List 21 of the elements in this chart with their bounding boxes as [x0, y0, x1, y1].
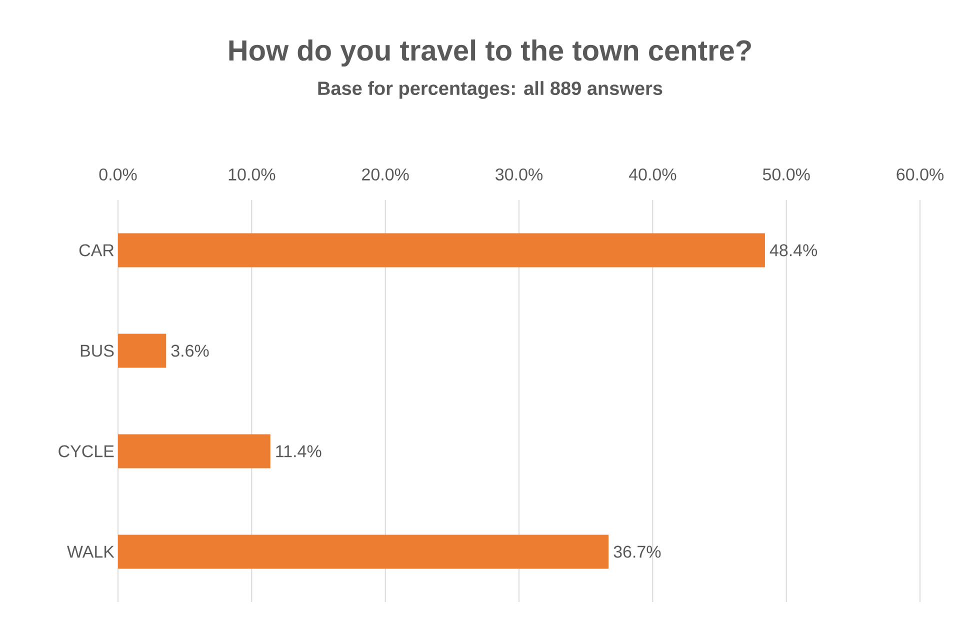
data-label: 48.4% — [770, 244, 818, 256]
chart-subtitle: Base for percentages: all 889 answers — [318, 81, 662, 99]
y-tick-label: WALK — [67, 546, 114, 558]
x-tick-label: 0.0% — [99, 168, 137, 180]
x-tick-label: 20.0% — [362, 168, 409, 180]
x-tick-label: 30.0% — [496, 168, 542, 180]
y-tick-label: CAR — [79, 244, 114, 256]
x-tick-label: 10.0% — [228, 168, 276, 180]
x-tick-label: 60.0% — [896, 168, 944, 180]
y-tick-label: CYCLE — [58, 445, 114, 458]
y-tick-label: BUS — [80, 344, 114, 357]
chart-title: How do you travel to the town centre? — [229, 39, 751, 67]
x-tick-label: 50.0% — [762, 168, 810, 180]
data-label: 3.6% — [171, 344, 209, 357]
bar — [118, 233, 765, 268]
data-label: 11.4% — [276, 445, 322, 458]
data-label: 36.7% — [614, 546, 661, 558]
x-tick-label: 40.0% — [628, 168, 676, 180]
bar — [118, 534, 609, 569]
bar — [118, 434, 270, 468]
bar — [118, 334, 166, 368]
